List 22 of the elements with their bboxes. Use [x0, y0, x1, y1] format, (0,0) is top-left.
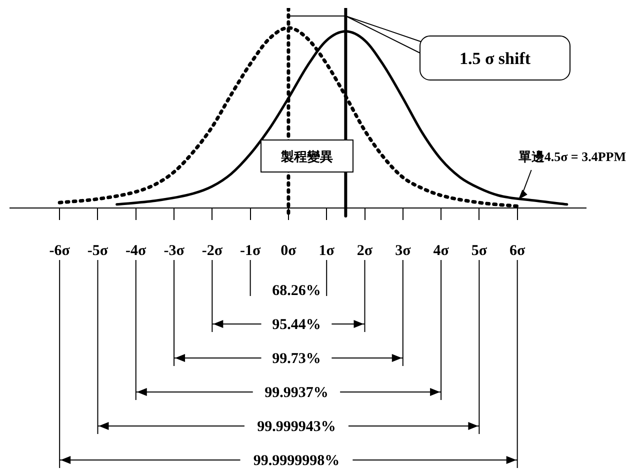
- x-tick-label: -6σ: [49, 242, 71, 259]
- annotation: 單邊4.5σ = 3.4PPM: [517, 149, 626, 164]
- x-tick-label: 1σ: [318, 242, 336, 259]
- x-tick-label: 4σ: [433, 242, 450, 259]
- x-tick-label: 3σ: [395, 242, 412, 259]
- x-tick-label: -1σ: [240, 242, 262, 259]
- text: 68.26%: [272, 283, 321, 299]
- x-tick-label: -4σ: [126, 242, 148, 259]
- x-tick-label: 0σ: [280, 242, 298, 259]
- text: 95.44%: [272, 317, 321, 333]
- x-tick-label: 2σ: [356, 242, 374, 259]
- text: 99.999943%: [257, 419, 336, 435]
- x-tick-label: -5σ: [87, 242, 109, 259]
- x-tick-label: 5σ: [471, 242, 488, 259]
- text: 99.73%: [272, 351, 321, 367]
- x-tick-label: 6σ: [510, 242, 526, 259]
- x-tick-label: -3σ: [164, 242, 186, 259]
- text: 99.9937%: [264, 385, 328, 401]
- annotation: 製程變異: [280, 149, 333, 165]
- x-tick-label: -2σ: [202, 242, 224, 259]
- text: 99.9999998%: [253, 453, 340, 469]
- annotation: 1.5 σ shift: [459, 49, 531, 68]
